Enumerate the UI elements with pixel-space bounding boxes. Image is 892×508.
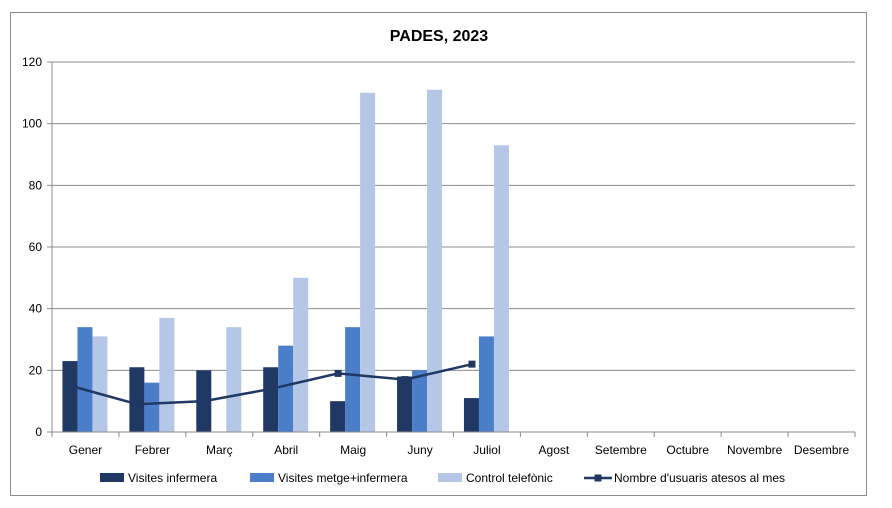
legend-label: Control telefònic <box>466 471 553 485</box>
legend-swatch <box>250 473 274 482</box>
line-marker <box>468 360 476 368</box>
x-tick-label: Novembre <box>727 443 783 457</box>
x-tick-label: Maig <box>340 443 366 457</box>
bar <box>345 327 361 432</box>
bar <box>159 317 175 432</box>
line-marker <box>401 376 409 384</box>
x-axis: Gener Febrer Març Abril Maig Juny Juliol Agost S… <box>51 62 856 457</box>
chart-title: PADES, 2023 <box>390 28 489 45</box>
y-tick-label: 0 <box>35 425 42 439</box>
bar <box>397 376 413 432</box>
legend-label: Visites metge+infermera <box>278 471 408 485</box>
x-tick-label: Abril <box>274 443 298 457</box>
y-tick-label: 60 <box>29 240 43 254</box>
y-axis-ticks: 0 20 40 60 80 100 120 <box>22 55 52 439</box>
legend-label: Visites infermera <box>128 471 217 485</box>
legend-swatch-marker <box>594 474 602 482</box>
y-tick-label: 80 <box>29 178 43 192</box>
y-tick-label: 100 <box>22 117 42 131</box>
x-tick-label: Setembre <box>595 443 647 457</box>
bar <box>412 370 428 432</box>
legend-label: Nombre d'usuaris atesos al mes <box>614 471 785 485</box>
bar <box>463 398 479 432</box>
x-tick-label: Octubre <box>666 443 709 457</box>
bar <box>278 345 294 432</box>
x-tick-label: Agost <box>539 443 570 457</box>
y-tick-label: 20 <box>29 363 43 377</box>
bar <box>427 89 443 432</box>
line-marker <box>334 369 342 377</box>
bar <box>77 327 93 432</box>
bar <box>92 336 108 432</box>
x-tick-label: Juny <box>407 443 432 457</box>
x-tick-label: Desembre <box>794 443 850 457</box>
bar <box>62 361 78 432</box>
x-tick-label: Juliol <box>473 443 500 457</box>
line-marker <box>133 400 141 408</box>
x-tick-label: Gener <box>69 443 102 457</box>
line-marker <box>267 385 275 393</box>
bar <box>360 92 376 432</box>
bar <box>330 401 346 432</box>
bar <box>226 327 242 432</box>
line-marker <box>66 382 74 390</box>
x-tick-label: Febrer <box>135 443 170 457</box>
bar <box>293 277 309 432</box>
gridlines <box>52 61 855 371</box>
bars <box>62 89 509 432</box>
bar <box>144 382 160 432</box>
bar <box>478 336 494 432</box>
legend: Visites infermera Visites metge+infermera… <box>100 471 785 485</box>
y-tick-label: 120 <box>22 55 42 69</box>
bar <box>493 145 509 432</box>
legend-swatch <box>438 473 462 482</box>
line-series <box>66 360 476 408</box>
x-tick-label: Març <box>206 443 233 457</box>
line-marker <box>200 397 208 405</box>
bar <box>263 367 279 432</box>
bar <box>129 367 145 432</box>
y-tick-label: 40 <box>29 302 43 316</box>
legend-swatch <box>100 473 124 482</box>
